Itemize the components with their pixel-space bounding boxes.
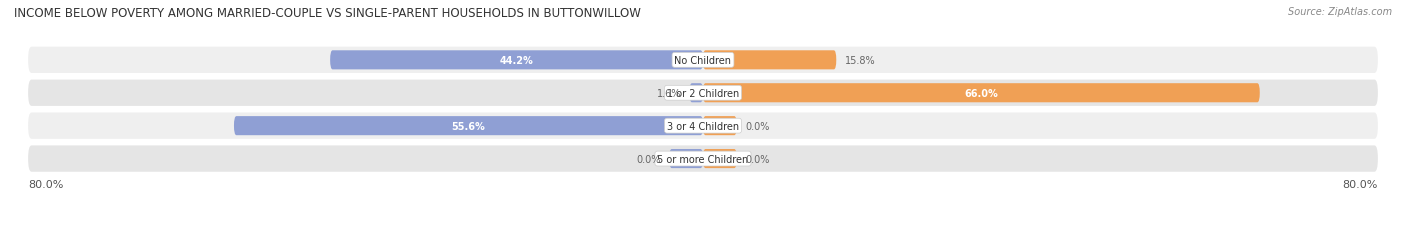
FancyBboxPatch shape — [28, 80, 1378, 106]
FancyBboxPatch shape — [703, 117, 737, 136]
FancyBboxPatch shape — [28, 146, 1378, 172]
Text: 55.6%: 55.6% — [451, 121, 485, 131]
Text: 0.0%: 0.0% — [745, 154, 769, 164]
Text: 15.8%: 15.8% — [845, 56, 876, 66]
Text: 1.6%: 1.6% — [657, 88, 681, 98]
FancyBboxPatch shape — [28, 47, 1378, 74]
Text: 80.0%: 80.0% — [28, 179, 63, 189]
Text: 44.2%: 44.2% — [499, 56, 533, 66]
FancyBboxPatch shape — [689, 84, 703, 103]
Text: INCOME BELOW POVERTY AMONG MARRIED-COUPLE VS SINGLE-PARENT HOUSEHOLDS IN BUTTONW: INCOME BELOW POVERTY AMONG MARRIED-COUPL… — [14, 7, 641, 20]
FancyBboxPatch shape — [669, 149, 703, 168]
FancyBboxPatch shape — [330, 51, 703, 70]
Text: 0.0%: 0.0% — [637, 154, 661, 164]
FancyBboxPatch shape — [703, 149, 737, 168]
Text: 1 or 2 Children: 1 or 2 Children — [666, 88, 740, 98]
Text: No Children: No Children — [675, 56, 731, 66]
Text: 0.0%: 0.0% — [745, 121, 769, 131]
Text: 5 or more Children: 5 or more Children — [658, 154, 748, 164]
FancyBboxPatch shape — [28, 113, 1378, 139]
FancyBboxPatch shape — [703, 51, 837, 70]
Text: 80.0%: 80.0% — [1343, 179, 1378, 189]
Text: 3 or 4 Children: 3 or 4 Children — [666, 121, 740, 131]
FancyBboxPatch shape — [233, 117, 703, 136]
Text: 66.0%: 66.0% — [965, 88, 998, 98]
FancyBboxPatch shape — [703, 84, 1260, 103]
Text: Source: ZipAtlas.com: Source: ZipAtlas.com — [1288, 7, 1392, 17]
